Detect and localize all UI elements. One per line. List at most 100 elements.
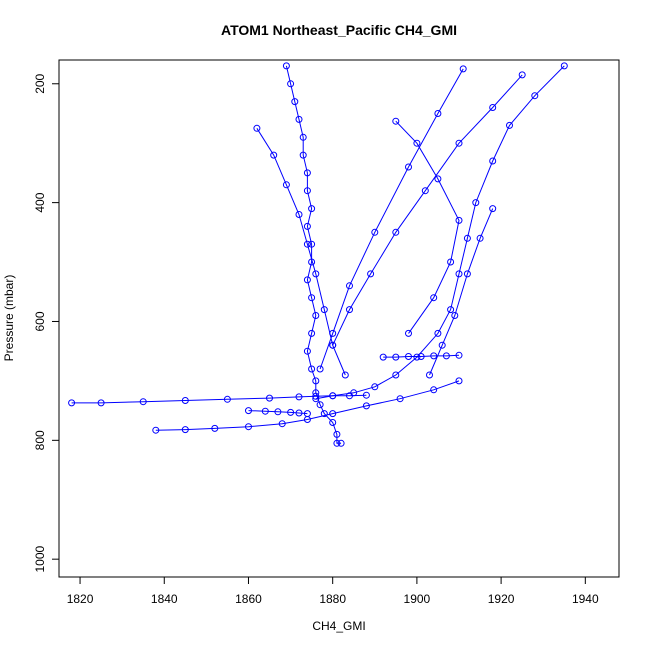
data-point xyxy=(438,341,446,349)
data-point xyxy=(295,211,303,218)
data-point xyxy=(337,439,345,447)
data-point xyxy=(316,401,324,409)
y-tick-label: 400 xyxy=(33,192,47,212)
series-4 xyxy=(152,377,463,434)
data-point xyxy=(489,104,497,111)
data-point xyxy=(245,423,252,431)
data-point xyxy=(455,377,463,385)
series-11 xyxy=(379,351,463,361)
data-point xyxy=(303,187,311,195)
data-point xyxy=(455,216,463,224)
x-tick-label: 1880 xyxy=(319,592,346,606)
data-point xyxy=(282,181,290,189)
data-point xyxy=(341,371,349,379)
data-point xyxy=(245,407,252,415)
data-point xyxy=(333,439,341,447)
series-7 xyxy=(329,71,526,349)
data-point xyxy=(261,407,269,415)
data-point xyxy=(329,329,337,337)
data-point xyxy=(379,353,387,361)
data-point xyxy=(303,276,311,284)
data-point xyxy=(308,240,316,248)
data-point xyxy=(211,424,219,432)
series-6 xyxy=(316,65,467,373)
data-point xyxy=(506,121,513,129)
data-point xyxy=(308,365,316,373)
series-line xyxy=(315,65,565,400)
data-point xyxy=(346,306,353,314)
y-tick-label: 1000 xyxy=(33,546,47,573)
series-line xyxy=(332,74,523,346)
data-point xyxy=(329,392,337,400)
data-point xyxy=(282,62,290,70)
series-3 xyxy=(68,391,370,407)
data-point xyxy=(426,371,433,379)
data-point xyxy=(152,426,160,434)
data-point xyxy=(312,395,320,403)
y-tick-label: 600 xyxy=(33,311,47,331)
y-axis-label: Pressure (mbar) xyxy=(2,275,16,362)
data-point xyxy=(312,377,320,385)
data-point xyxy=(299,151,307,159)
data-point xyxy=(531,92,539,100)
data-point xyxy=(320,410,328,418)
data-point xyxy=(308,329,316,337)
series-8 xyxy=(392,117,463,337)
data-point xyxy=(396,395,404,403)
y-tick-label: 200 xyxy=(33,73,47,93)
series-line xyxy=(319,68,464,370)
series-line xyxy=(71,394,367,404)
data-point xyxy=(463,270,471,278)
data-point xyxy=(329,419,337,426)
data-point xyxy=(489,205,497,213)
data-point xyxy=(320,306,328,314)
data-point xyxy=(362,391,370,399)
data-point xyxy=(392,353,400,361)
data-point xyxy=(430,294,438,302)
data-point xyxy=(392,117,400,125)
plot-area xyxy=(68,62,568,447)
data-point xyxy=(442,352,450,360)
data-point xyxy=(405,163,412,171)
data-point xyxy=(346,282,353,290)
data-point xyxy=(181,426,189,434)
data-point xyxy=(463,234,471,242)
data-point xyxy=(303,169,311,177)
series-line xyxy=(155,380,460,431)
data-point xyxy=(451,312,459,319)
x-tick-label: 1860 xyxy=(235,592,262,606)
data-point xyxy=(362,402,370,410)
data-point xyxy=(405,329,412,337)
data-point xyxy=(181,397,189,404)
chart-title: ATOM1 Northeast_Pacific CH4_GMI xyxy=(221,22,457,38)
data-point xyxy=(295,409,303,417)
data-point xyxy=(68,399,76,407)
data-point xyxy=(278,420,286,428)
data-point xyxy=(312,270,320,278)
series-line xyxy=(383,354,460,358)
data-point xyxy=(560,62,568,70)
data-point xyxy=(455,270,463,278)
data-point xyxy=(472,199,480,207)
data-point xyxy=(434,110,442,117)
data-point xyxy=(430,352,438,360)
data-point xyxy=(266,394,273,402)
data-point xyxy=(489,157,497,165)
data-point xyxy=(421,187,429,195)
data-point xyxy=(329,410,337,418)
data-point xyxy=(308,294,316,302)
data-point xyxy=(333,430,341,438)
data-point xyxy=(312,392,320,400)
data-point xyxy=(447,258,455,266)
data-point xyxy=(303,410,311,418)
x-tick-label: 1840 xyxy=(151,592,178,606)
data-point xyxy=(303,347,311,355)
data-point xyxy=(434,329,442,337)
x-tick-label: 1940 xyxy=(572,592,599,606)
x-tick-label: 1820 xyxy=(67,592,94,606)
data-point xyxy=(455,139,463,147)
data-point xyxy=(308,205,316,213)
data-point xyxy=(417,353,425,360)
data-point xyxy=(405,353,412,360)
